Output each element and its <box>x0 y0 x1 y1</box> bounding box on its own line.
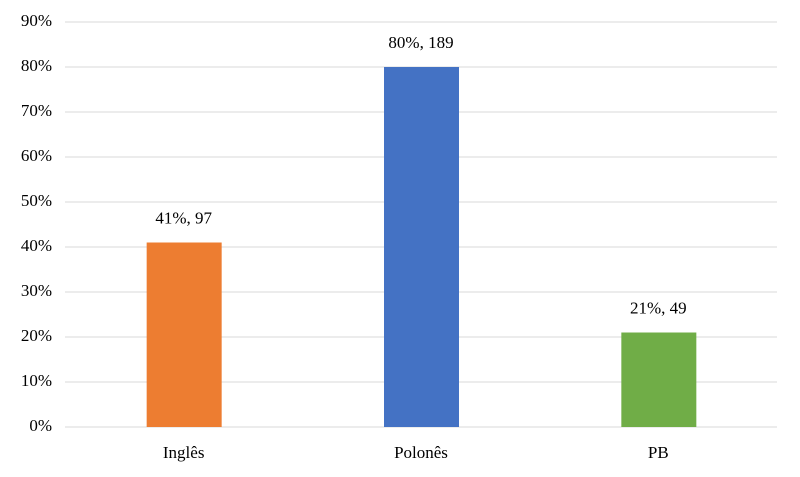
y-tick-label: 60% <box>21 146 52 165</box>
data-label: 80%, 189 <box>388 33 453 52</box>
y-tick-label: 0% <box>29 416 52 435</box>
bar <box>384 67 459 427</box>
y-tick-label: 10% <box>21 371 52 390</box>
x-tick-label: PB <box>648 443 669 462</box>
y-tick-label: 50% <box>21 191 52 210</box>
y-tick-label: 20% <box>21 326 52 345</box>
x-tick-label: Inglês <box>163 443 205 462</box>
x-tick-label: Polonês <box>394 443 448 462</box>
y-tick-label: 80% <box>21 56 52 75</box>
bar <box>146 242 222 427</box>
y-tick-label: 90% <box>21 11 52 30</box>
y-tick-label: 70% <box>21 101 52 120</box>
y-tick-label: 40% <box>21 236 52 255</box>
data-label: 41%, 97 <box>155 208 212 227</box>
data-label: 21%, 49 <box>630 298 687 317</box>
y-tick-label: 30% <box>21 281 52 300</box>
bar <box>621 332 697 427</box>
